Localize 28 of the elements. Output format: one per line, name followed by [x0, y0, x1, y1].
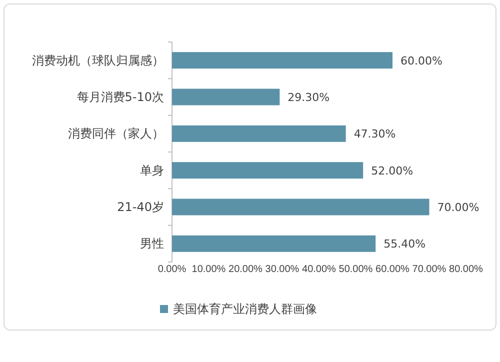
bar: [172, 125, 346, 142]
bar: [172, 88, 280, 106]
data-label: 60.00%: [400, 54, 442, 68]
y-tick-label: 单身: [140, 163, 164, 178]
y-tick-label: 每月消费5-10次: [76, 90, 164, 104]
x-tick-label: 80.00%: [449, 264, 484, 275]
legend-label: 美国体育产业消费人群画像: [173, 302, 317, 316]
bar: [172, 235, 376, 252]
y-tick-label: 男性: [140, 236, 164, 251]
data-label: 55.40%: [384, 238, 426, 251]
data-label: 47.30%: [354, 128, 396, 141]
x-tick-label: 50.00%: [338, 264, 373, 275]
x-tick-label: 10.00%: [192, 264, 226, 275]
y-tick-label: 消费同伴（家人）: [68, 126, 164, 141]
bar: [172, 52, 392, 69]
bar: [172, 162, 364, 179]
y-tick-label: 21-40岁: [117, 200, 164, 214]
x-tick-label: 20.00%: [228, 264, 263, 275]
x-tick-label: 0.00%: [158, 264, 186, 275]
x-tick-label: 30.00%: [265, 264, 300, 275]
bar: [172, 198, 430, 216]
x-tick-label: 60.00%: [376, 264, 410, 275]
data-label: 70.00%: [437, 201, 480, 214]
y-tick-label: 消费动机（球队归属感）: [32, 53, 164, 68]
data-label: 52.00%: [371, 164, 414, 178]
x-tick-label: 70.00%: [412, 264, 446, 275]
data-label: 29.30%: [288, 91, 330, 104]
x-tick-label: 40.00%: [302, 264, 336, 275]
